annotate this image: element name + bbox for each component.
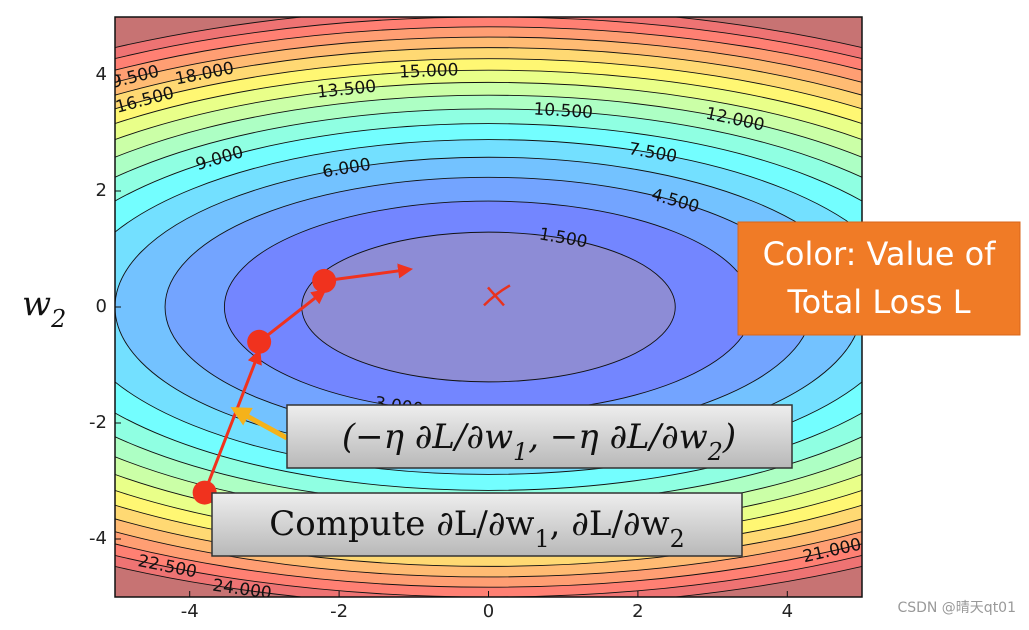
minimum-marker	[483, 284, 511, 307]
text-part: )	[722, 417, 736, 457]
y-tick-label: -2	[89, 412, 107, 433]
text-part: Compute ∂L/∂w	[269, 504, 534, 544]
annotation-box	[286, 404, 793, 469]
x-tick-label: 2	[632, 601, 643, 622]
x-tick-label: 0	[483, 601, 494, 622]
subscript: 1	[535, 525, 550, 553]
y-axis-label: w2	[22, 284, 66, 333]
y-tick-label: 4	[96, 64, 107, 85]
annotation-box	[211, 492, 743, 557]
y-tick-label: 0	[96, 296, 107, 317]
subscript: 2	[670, 525, 685, 553]
color-note-text: Total Loss L	[786, 283, 970, 321]
contour-label: 24.000	[211, 576, 273, 604]
pointer-arrow	[230, 406, 289, 441]
x-tick-label: -4	[181, 601, 199, 622]
step-arrow	[258, 289, 327, 343]
y-tick-label: -4	[89, 528, 107, 549]
path-point	[192, 480, 217, 505]
color-note-box	[737, 221, 1021, 336]
text-part: , ∂L/∂w	[550, 504, 670, 544]
path-point	[312, 268, 337, 293]
contour-label: 10.500	[533, 99, 594, 123]
subscript: 1	[513, 438, 528, 466]
text-part: , −η ∂L/∂w	[528, 417, 708, 457]
annotation-text: Compute ∂L/∂w1, ∂L/∂w2	[269, 504, 684, 553]
x-tick-label: -2	[330, 601, 348, 622]
path-point	[247, 329, 272, 354]
color-note-text: Color: Value of	[763, 235, 997, 273]
contour-label: 15.000	[399, 60, 459, 82]
subscript: 2	[707, 438, 723, 466]
text-part: w	[22, 284, 51, 324]
subscript: 2	[50, 305, 66, 333]
y-tick-label: 2	[96, 180, 107, 201]
watermark: CSDN @晴天qt01	[897, 600, 1016, 616]
annotation-text: (−η ∂L/∂w1, −η ∂L/∂w2)	[342, 417, 736, 466]
text-part: (−η ∂L/∂w	[342, 417, 513, 457]
step-arrow	[323, 263, 414, 283]
contour	[301, 231, 676, 383]
x-tick-label: 4	[782, 601, 793, 622]
